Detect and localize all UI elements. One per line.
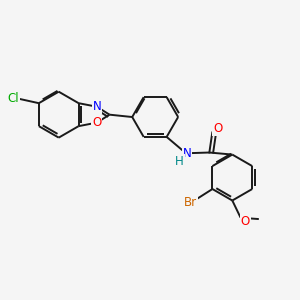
Text: Br: Br [184,196,197,209]
Text: H: H [175,155,184,168]
Text: O: O [213,122,222,136]
Text: N: N [183,147,192,160]
Text: N: N [92,100,101,113]
Text: O: O [92,116,101,129]
Text: Cl: Cl [8,92,19,105]
Text: O: O [241,214,250,228]
